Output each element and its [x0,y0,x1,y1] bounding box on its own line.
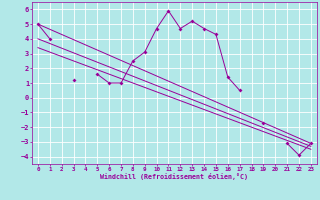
X-axis label: Windchill (Refroidissement éolien,°C): Windchill (Refroidissement éolien,°C) [100,173,248,180]
